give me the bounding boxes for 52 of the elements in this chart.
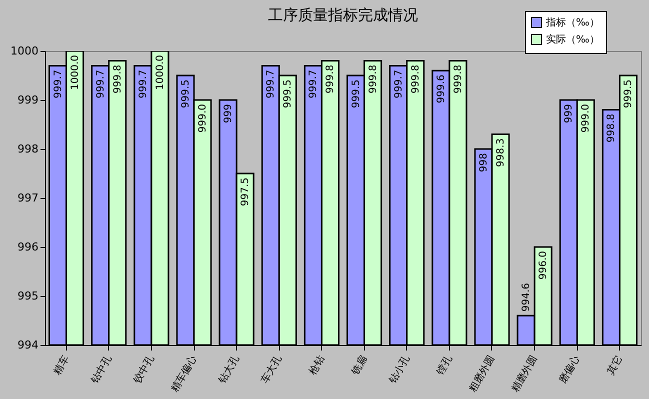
data-label: 999 xyxy=(223,104,234,124)
x-tick-label: 枪钻 xyxy=(306,354,327,377)
data-label: 999.0 xyxy=(580,104,592,133)
data-label: 999 xyxy=(564,104,575,124)
data-label: 999.5 xyxy=(350,80,362,108)
legend-label: 指标（‰） xyxy=(545,16,600,28)
x-tick-label: 铰中孔 xyxy=(130,354,157,386)
data-label: 1000.0 xyxy=(154,55,166,90)
data-label: 999.8 xyxy=(452,64,464,94)
x-tick-label: 钻小孔 xyxy=(386,354,412,386)
data-label: 997.5 xyxy=(240,178,252,206)
data-label: 999.5 xyxy=(282,80,294,108)
data-label: 999.7 xyxy=(95,70,106,98)
data-label: 999.8 xyxy=(112,64,124,94)
x-tick-label: 粗磨外圆 xyxy=(466,354,498,394)
data-label: 996.0 xyxy=(538,251,550,280)
data-label: 999.8 xyxy=(325,64,336,94)
y-tick-label: 999 xyxy=(18,94,38,106)
x-tick-label: 精磨外圆 xyxy=(509,354,540,394)
x-tick-label: 钻中孔 xyxy=(88,354,114,386)
data-label: 999.6 xyxy=(436,74,447,104)
data-label: 999.7 xyxy=(266,70,277,98)
data-label: 994.6 xyxy=(521,282,532,312)
data-label: 999.7 xyxy=(308,70,320,98)
x-tick-label: 精车偏心 xyxy=(168,354,200,394)
y-tick-label: 998 xyxy=(18,142,38,156)
data-label: 999.8 xyxy=(368,64,379,94)
data-label: 999.0 xyxy=(198,104,209,133)
data-label: 1000.0 xyxy=(70,55,81,90)
x-tick-label: 镗孔 xyxy=(434,354,455,378)
data-label: 998 xyxy=(478,153,490,172)
x-tick-label: 精车 xyxy=(51,354,72,377)
y-tick-label: 994 xyxy=(18,338,38,352)
data-label: 999.8 xyxy=(410,64,422,94)
x-tick-label: 铣扁 xyxy=(348,354,370,378)
data-label: 998.3 xyxy=(496,138,507,167)
data-label: 999.5 xyxy=(623,80,634,108)
data-label: 998.8 xyxy=(606,114,618,142)
data-label: 999.7 xyxy=(138,70,149,98)
y-tick-label: 1000 xyxy=(10,44,38,58)
legend-label: 实际（‰） xyxy=(546,34,600,46)
y-tick-label: 995 xyxy=(18,290,38,302)
chart-title: 工序质量指标完成情况 xyxy=(268,6,418,24)
x-tick-label: 车大孔 xyxy=(258,354,284,386)
x-tick-label: 磨偏心 xyxy=(556,354,582,386)
x-tick-label: 其它 xyxy=(604,354,625,377)
data-label: 999.7 xyxy=(52,70,64,98)
x-tick-label: 钻大孔 xyxy=(216,354,242,386)
y-tick-label: 997 xyxy=(18,192,38,204)
data-label: 999.5 xyxy=(180,80,192,108)
y-tick-label: 996 xyxy=(18,240,38,254)
data-label: 999.7 xyxy=(393,70,404,98)
